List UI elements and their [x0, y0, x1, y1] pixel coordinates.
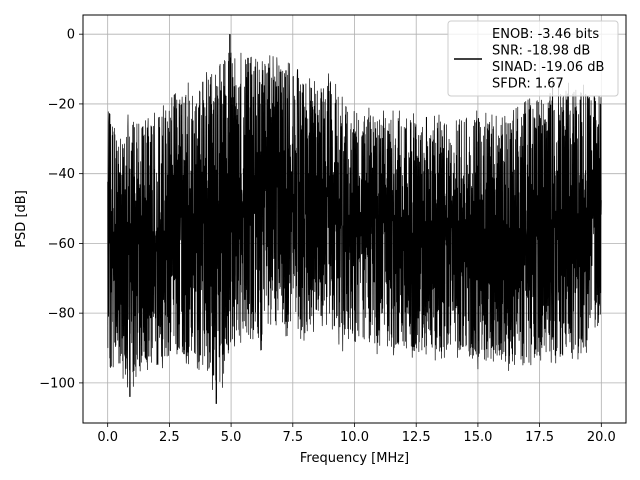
legend-snr: SNR: -18.98 dB [492, 44, 590, 59]
legend-sinad: SINAD: -19.06 dB [492, 60, 604, 75]
y-tick-label: 0 [67, 28, 75, 43]
psd-trace [107, 52, 602, 400]
x-tick-label: 0.0 [97, 430, 118, 445]
plot-area [107, 34, 602, 404]
legend-enob: ENOB: -3.46 bits [492, 27, 599, 42]
y-tick-label: −100 [39, 376, 75, 391]
x-tick-label: 10.0 [340, 430, 369, 445]
y-axis: 0 −20 −40 −60 −80 −100 [39, 28, 83, 391]
x-tick-label: 17.5 [525, 430, 554, 445]
legend: ENOB: -3.46 bits SNR: -18.98 dB SINAD: -… [447, 20, 619, 97]
x-axis: 0.0 2.5 5.0 7.5 10.0 12.5 15.0 17.5 20.0 [97, 423, 616, 445]
x-tick-label: 2.5 [159, 430, 180, 445]
x-tick-label: 15.0 [463, 430, 492, 445]
x-tick-label: 5.0 [221, 430, 242, 445]
legend-box [447, 20, 619, 97]
x-tick-label: 20.0 [587, 430, 616, 445]
y-tick-label: −80 [48, 307, 75, 322]
y-tick-label: −60 [48, 237, 75, 252]
y-axis-label: PSD [dB] [14, 190, 29, 248]
x-tick-label: 7.5 [282, 430, 303, 445]
x-axis-label: Frequency [MHz] [300, 451, 409, 466]
x-tick-label: 12.5 [402, 430, 431, 445]
y-tick-label: −40 [48, 167, 75, 182]
legend-sfdr: SFDR: 1.67 [492, 77, 564, 92]
y-tick-label: −20 [48, 97, 75, 112]
